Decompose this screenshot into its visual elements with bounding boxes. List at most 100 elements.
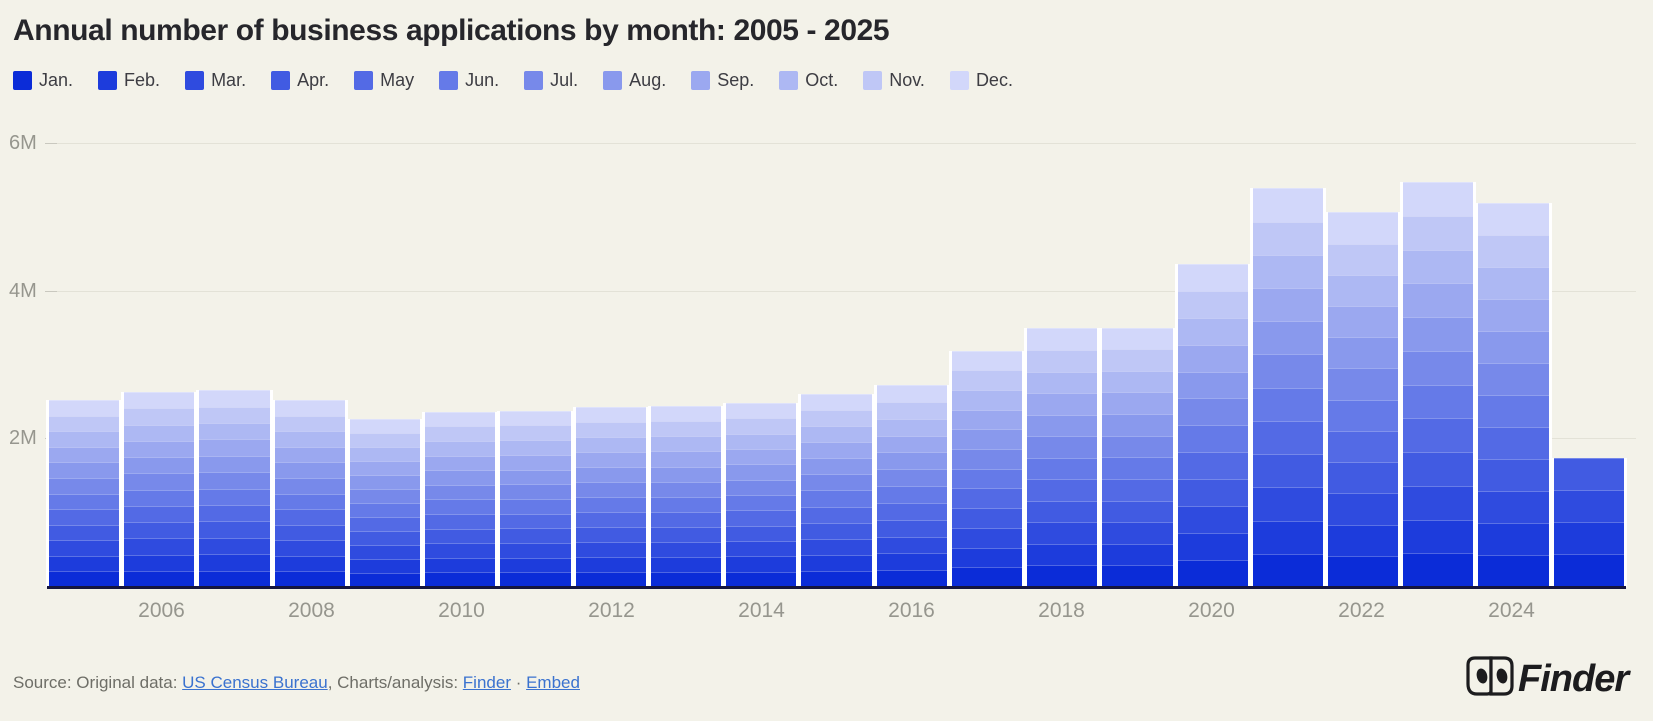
bar-segment-2016-sep[interactable] xyxy=(876,435,947,453)
bar-segment-2007-sep[interactable] xyxy=(199,439,270,456)
bar-segment-2013-aug[interactable] xyxy=(650,466,722,482)
bar-segment-2019-jul[interactable] xyxy=(1102,435,1173,458)
bar-segment-2025-feb[interactable] xyxy=(1553,522,1624,554)
bar-segment-2020-oct[interactable] xyxy=(1177,317,1248,345)
bar-segment-2021-aug[interactable] xyxy=(1252,321,1323,355)
bar-segment-2013-nov[interactable] xyxy=(650,421,722,437)
bar-segment-2006-jul[interactable] xyxy=(124,473,195,490)
bar-segment-2022-jul[interactable] xyxy=(1327,368,1399,400)
bar-segment-2008-jan[interactable] xyxy=(274,571,345,587)
bar-segment-2014-aug[interactable] xyxy=(726,464,797,480)
bar-segment-2014-nov[interactable] xyxy=(726,418,797,434)
bar-segment-2022-oct[interactable] xyxy=(1327,274,1399,307)
bar-segment-2023-jul[interactable] xyxy=(1403,350,1474,385)
bar-segment-2007-aug[interactable] xyxy=(199,455,270,473)
legend-item-apr[interactable]: Apr. xyxy=(271,70,329,91)
bar-segment-2006-oct[interactable] xyxy=(124,424,195,441)
bar-segment-2023-oct[interactable] xyxy=(1403,249,1474,284)
bar-segment-2022-jun[interactable] xyxy=(1327,399,1399,431)
bar-segment-2008-aug[interactable] xyxy=(274,462,345,478)
bar-segment-2017-jul[interactable] xyxy=(951,449,1023,469)
bar-segment-2023-jan[interactable] xyxy=(1403,553,1474,587)
legend-item-may[interactable]: May xyxy=(354,70,414,91)
bar-segment-2022-jan[interactable] xyxy=(1327,555,1399,587)
bar-2005[interactable] xyxy=(49,400,120,587)
bar-segment-2014-dec[interactable] xyxy=(726,402,797,419)
bar-segment-2022-may[interactable] xyxy=(1327,430,1399,463)
bar-segment-2011-aug[interactable] xyxy=(500,469,571,485)
bar-segment-2015-feb[interactable] xyxy=(801,554,872,571)
bar-segment-2008-mar[interactable] xyxy=(274,540,345,556)
bar-segment-2024-oct[interactable] xyxy=(1478,266,1549,299)
bar-segment-2010-may[interactable] xyxy=(425,513,496,529)
bar-2017[interactable] xyxy=(951,350,1023,587)
bar-segment-2005-nov[interactable] xyxy=(49,415,120,432)
bar-segment-2023-jun[interactable] xyxy=(1403,384,1474,419)
legend-item-mar[interactable]: Mar. xyxy=(185,70,246,91)
bar-segment-2016-jun[interactable] xyxy=(876,486,947,503)
bar-segment-2008-nov[interactable] xyxy=(274,415,345,432)
bar-segment-2007-mar[interactable] xyxy=(199,537,270,555)
bar-segment-2012-jun[interactable] xyxy=(575,497,646,513)
bar-segment-2021-nov[interactable] xyxy=(1252,221,1323,255)
bar-segment-2005-jan[interactable] xyxy=(49,571,120,587)
bar-segment-2009-mar[interactable] xyxy=(349,544,421,559)
bar-segment-2024-aug[interactable] xyxy=(1478,330,1549,363)
bar-2007[interactable] xyxy=(199,390,270,587)
bar-segment-2024-jan[interactable] xyxy=(1478,554,1549,587)
bar-segment-2007-feb[interactable] xyxy=(199,554,270,571)
finder-link[interactable]: Finder xyxy=(462,673,511,692)
bar-segment-2006-apr[interactable] xyxy=(124,522,195,539)
bar-segment-2017-sep[interactable] xyxy=(951,409,1023,430)
bar-segment-2009-aug[interactable] xyxy=(349,474,421,489)
bar-segment-2022-dec[interactable] xyxy=(1327,212,1399,244)
bar-segment-2021-oct[interactable] xyxy=(1252,254,1323,289)
bar-segment-2012-apr[interactable] xyxy=(575,527,646,543)
bar-segment-2009-sep[interactable] xyxy=(349,460,421,475)
bar-segment-2021-may[interactable] xyxy=(1252,420,1323,455)
bar-segment-2009-jun[interactable] xyxy=(349,502,421,517)
bar-segment-2012-oct[interactable] xyxy=(575,437,646,453)
bar-segment-2010-nov[interactable] xyxy=(425,426,496,441)
bar-segment-2009-oct[interactable] xyxy=(349,446,421,461)
bar-segment-2019-jun[interactable] xyxy=(1102,457,1173,479)
bar-segment-2020-jul[interactable] xyxy=(1177,398,1248,426)
bar-segment-2019-feb[interactable] xyxy=(1102,543,1173,566)
bar-segment-2011-jan[interactable] xyxy=(500,572,571,587)
bar-segment-2014-jul[interactable] xyxy=(726,479,797,495)
bar-segment-2023-may[interactable] xyxy=(1403,418,1474,453)
bar-segment-2020-mar[interactable] xyxy=(1177,506,1248,534)
bar-segment-2016-jan[interactable] xyxy=(876,570,947,587)
bar-segment-2013-jan[interactable] xyxy=(650,571,722,587)
bar-segment-2024-dec[interactable] xyxy=(1478,202,1549,235)
bar-segment-2015-dec[interactable] xyxy=(801,393,872,410)
bar-segment-2024-jun[interactable] xyxy=(1478,394,1549,427)
bar-segment-2022-apr[interactable] xyxy=(1327,462,1399,494)
bar-segment-2019-nov[interactable] xyxy=(1102,349,1173,371)
bar-segment-2011-dec[interactable] xyxy=(500,410,571,426)
bar-segment-2008-feb[interactable] xyxy=(274,555,345,572)
bar-2021[interactable] xyxy=(1252,188,1323,587)
bar-segment-2007-nov[interactable] xyxy=(199,406,270,424)
bar-segment-2019-may[interactable] xyxy=(1102,478,1173,501)
bar-segment-2005-aug[interactable] xyxy=(49,462,120,478)
bar-2011[interactable] xyxy=(500,410,571,587)
bar-segment-2017-mar[interactable] xyxy=(951,527,1023,548)
bar-segment-2015-jan[interactable] xyxy=(801,570,872,587)
bar-segment-2018-oct[interactable] xyxy=(1027,371,1098,394)
bar-segment-2024-sep[interactable] xyxy=(1478,298,1549,331)
bar-segment-2021-jun[interactable] xyxy=(1252,387,1323,421)
bar-segment-2011-mar[interactable] xyxy=(500,542,571,558)
bar-segment-2018-may[interactable] xyxy=(1027,479,1098,501)
bar-segment-2012-mar[interactable] xyxy=(575,542,646,558)
legend-item-feb[interactable]: Feb. xyxy=(98,70,160,91)
bar-segment-2009-dec[interactable] xyxy=(349,418,421,433)
bar-segment-2017-oct[interactable] xyxy=(951,389,1023,410)
bar-segment-2011-sep[interactable] xyxy=(500,454,571,470)
bar-segment-2020-nov[interactable] xyxy=(1177,290,1248,318)
bar-segment-2018-nov[interactable] xyxy=(1027,349,1098,372)
embed-link[interactable]: Embed xyxy=(526,673,580,692)
bar-segment-2011-jul[interactable] xyxy=(500,484,571,499)
bar-segment-2019-dec[interactable] xyxy=(1102,327,1173,350)
bar-segment-2021-jul[interactable] xyxy=(1252,354,1323,388)
